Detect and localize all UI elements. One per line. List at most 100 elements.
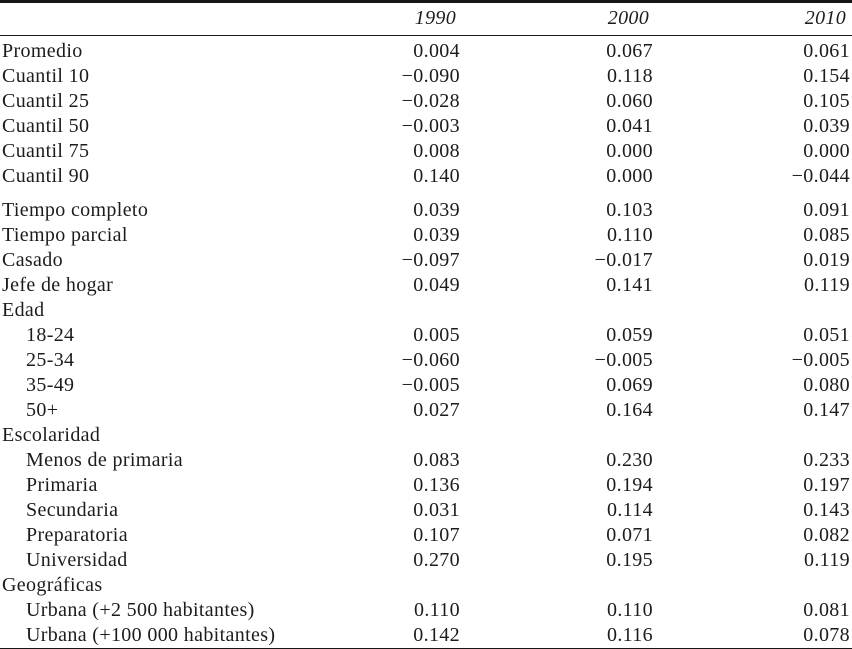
row-label: Secundaria	[26, 499, 119, 521]
row-label: 35-49	[26, 374, 75, 396]
cell-value: 0.000	[803, 140, 850, 162]
cell-value	[302, 573, 462, 598]
table-row: Cuantil 90 0.140 0.000 −0.044	[0, 164, 852, 189]
table-row: Urbana (+2 500 habitantes) 0.110 0.110 0.08…	[0, 598, 852, 623]
row-label: Primaria	[26, 474, 98, 496]
row-label: Universidad	[26, 549, 128, 571]
cell-value: 0.067	[606, 40, 653, 62]
table-row: Promedio 0.004 0.067 0.061	[0, 36, 852, 65]
row-label: Preparatoria	[26, 524, 128, 546]
cell-value: 0.004	[413, 40, 460, 62]
table-row: Jefe de hogar 0.049 0.141 0.119	[0, 273, 852, 298]
row-label: Urbana (+100 000 habitantes)	[26, 624, 276, 646]
header-row: 1990 2000 2010	[0, 1, 852, 36]
section-label: Escolaridad	[2, 424, 101, 446]
row-label: Cuantil 75	[2, 140, 90, 162]
header-year-2000: 2000	[462, 1, 655, 36]
cell-value: 0.197	[803, 474, 850, 496]
row-label: Promedio	[2, 40, 83, 62]
table-row: 25-34 −0.060 −0.005 −0.005	[0, 348, 852, 373]
cell-value: 0.118	[606, 65, 653, 87]
section-label: Edad	[2, 299, 45, 321]
table-body: Promedio 0.004 0.067 0.061 Cuantil 10 −0.090 0…	[0, 36, 852, 649]
cell-value: −0.097	[401, 249, 460, 271]
table-row: Casado −0.097 −0.017 0.019	[0, 248, 852, 273]
cell-value	[302, 298, 462, 323]
row-label: Cuantil 90	[2, 165, 90, 187]
cell-value: 0.154	[803, 65, 850, 87]
table-row: Preparatoria 0.107 0.071 0.082	[0, 523, 852, 548]
row-label: Cuantil 25	[2, 90, 90, 112]
row-label: Jefe de hogar	[2, 274, 114, 296]
table-row: Urbana (+100 000 habitantes) 0.142 0.116 0.…	[0, 623, 852, 649]
cell-value: 0.071	[606, 524, 653, 546]
table-row: Tiempo completo 0.039 0.103 0.091	[0, 189, 852, 223]
cell-value	[655, 573, 852, 598]
cell-value: 0.069	[606, 374, 653, 396]
cell-value: 0.027	[413, 399, 460, 421]
cell-value: 0.119	[803, 549, 850, 571]
table-row: Cuantil 50 −0.003 0.041 0.039	[0, 114, 852, 139]
row-label: 25-34	[26, 349, 75, 371]
cell-value: −0.005	[594, 349, 653, 371]
row-label: Tiempo completo	[2, 199, 149, 221]
row-label: Cuantil 50	[2, 115, 90, 137]
cell-value: 0.049	[413, 274, 460, 296]
cell-value: 0.051	[803, 324, 850, 346]
cell-value: −0.017	[594, 249, 653, 271]
cell-value: 0.119	[803, 274, 850, 296]
cell-value: 0.080	[803, 374, 850, 396]
cell-value: 0.083	[413, 449, 460, 471]
cell-value: 0.140	[413, 165, 460, 187]
cell-value: 0.000	[606, 165, 653, 187]
cell-value: 0.085	[803, 224, 850, 246]
section-row: Geográficas	[0, 573, 852, 598]
table-row: Primaria 0.136 0.194 0.197	[0, 473, 852, 498]
cell-value: 0.091	[803, 199, 850, 221]
cell-value: 0.147	[803, 399, 850, 421]
cell-value	[302, 423, 462, 448]
header-year-2010: 2010	[655, 1, 852, 36]
table-row: Cuantil 25 −0.028 0.060 0.105	[0, 89, 852, 114]
table-row: 35-49 −0.005 0.069 0.080	[0, 373, 852, 398]
cell-value	[655, 298, 852, 323]
table-row: Cuantil 75 0.008 0.000 0.000	[0, 139, 852, 164]
header-year-1990: 1990	[302, 1, 462, 36]
table-row: Tiempo parcial 0.039 0.110 0.085	[0, 223, 852, 248]
cell-value	[655, 423, 852, 448]
cell-value: 0.000	[606, 140, 653, 162]
cell-value: 0.019	[803, 249, 850, 271]
section-label: Geográficas	[2, 574, 103, 596]
cell-value	[462, 573, 655, 598]
cell-value: −0.090	[401, 65, 460, 87]
cell-value: 0.110	[413, 599, 460, 621]
cell-value: −0.028	[401, 90, 460, 112]
cell-value: 0.039	[413, 199, 460, 221]
cell-value: 0.230	[606, 449, 653, 471]
section-row: Edad	[0, 298, 852, 323]
cell-value: 0.059	[606, 324, 653, 346]
cell-value: 0.039	[413, 224, 460, 246]
cell-value: 0.194	[606, 474, 653, 496]
cell-value: 0.270	[413, 549, 460, 571]
table-row: 18-24 0.005 0.059 0.051	[0, 323, 852, 348]
cell-value: 0.141	[606, 274, 653, 296]
row-label: Tiempo parcial	[2, 224, 128, 246]
cell-value: 0.164	[606, 399, 653, 421]
cell-value: 0.110	[606, 224, 653, 246]
section-row: Escolaridad	[0, 423, 852, 448]
cell-value: 0.041	[606, 115, 653, 137]
cell-value: −0.005	[401, 374, 460, 396]
cell-value: 0.142	[413, 624, 460, 646]
cell-value: 0.008	[413, 140, 460, 162]
cell-value: 0.116	[606, 624, 653, 646]
cell-value: 0.082	[803, 524, 850, 546]
cell-value: −0.060	[401, 349, 460, 371]
cell-value: 0.233	[803, 449, 850, 471]
cell-value: 0.061	[803, 40, 850, 62]
table-row: Secundaria 0.031 0.114 0.143	[0, 498, 852, 523]
cell-value: 0.078	[803, 624, 850, 646]
cell-value: 0.110	[606, 599, 653, 621]
cell-value: −0.003	[401, 115, 460, 137]
